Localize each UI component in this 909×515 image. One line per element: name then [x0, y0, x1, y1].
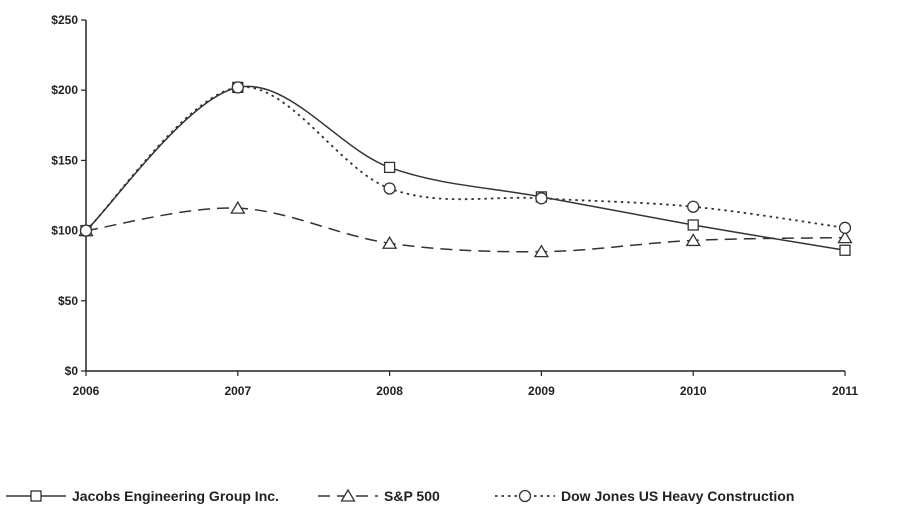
y-tick-label: $0	[65, 364, 79, 378]
x-tick-label: 2006	[73, 384, 100, 398]
legend-item-square: Jacobs Engineering Group Inc.	[6, 488, 279, 504]
data-point-triangle	[381, 235, 398, 249]
data-point-square	[383, 161, 396, 174]
series-line-triangle	[85, 207, 846, 253]
legend-marker-square	[30, 490, 42, 502]
data-point-circle	[79, 224, 93, 237]
legend-label: Jacobs Engineering Group Inc.	[72, 488, 279, 504]
legend-item-triangle: S&P 500	[318, 488, 440, 504]
x-tick-label: 2008	[376, 384, 403, 398]
legend-marker-triangle	[340, 488, 356, 502]
legend-label: S&P 500	[384, 488, 440, 504]
x-axis-ticks: 2006 2007 2008 2009 2010 2011	[73, 371, 858, 398]
axes	[85, 20, 845, 372]
series-line-square	[85, 85, 846, 251]
x-tick-label: 2011	[832, 384, 858, 398]
data-point-square	[687, 219, 699, 231]
x-tick-label: 2010	[680, 384, 707, 398]
data-point-triangle	[533, 244, 550, 258]
data-point-circle	[231, 81, 244, 94]
y-tick-label: $100	[51, 224, 78, 238]
series-line-circle	[85, 86, 846, 232]
data-point-circle	[383, 182, 396, 195]
y-tick-label: $150	[51, 153, 78, 167]
data-point-triangle	[230, 200, 246, 214]
series-lines	[85, 85, 846, 253]
x-tick-label: 2007	[224, 384, 251, 398]
data-point-square	[839, 244, 851, 256]
legend-marker-circle	[518, 489, 532, 503]
y-axis-ticks: $0 $50 $100 $150 $200 $250	[51, 13, 86, 378]
y-tick-label: $250	[51, 13, 78, 27]
series-markers	[78, 81, 853, 258]
legend: Jacobs Engineering Group Inc. S&P 500 Dow …	[6, 488, 794, 504]
data-point-triangle	[837, 230, 853, 244]
y-tick-label: $50	[58, 294, 78, 308]
x-tick-label: 2009	[528, 384, 555, 398]
data-point-triangle	[685, 233, 701, 247]
data-point-circle	[687, 200, 700, 213]
legend-item-circle: Dow Jones US Heavy Construction	[495, 488, 794, 504]
data-point-circle	[838, 221, 852, 234]
legend-label: Dow Jones US Heavy Construction	[561, 488, 794, 504]
y-tick-label: $200	[51, 83, 78, 97]
data-point-circle	[535, 192, 548, 205]
